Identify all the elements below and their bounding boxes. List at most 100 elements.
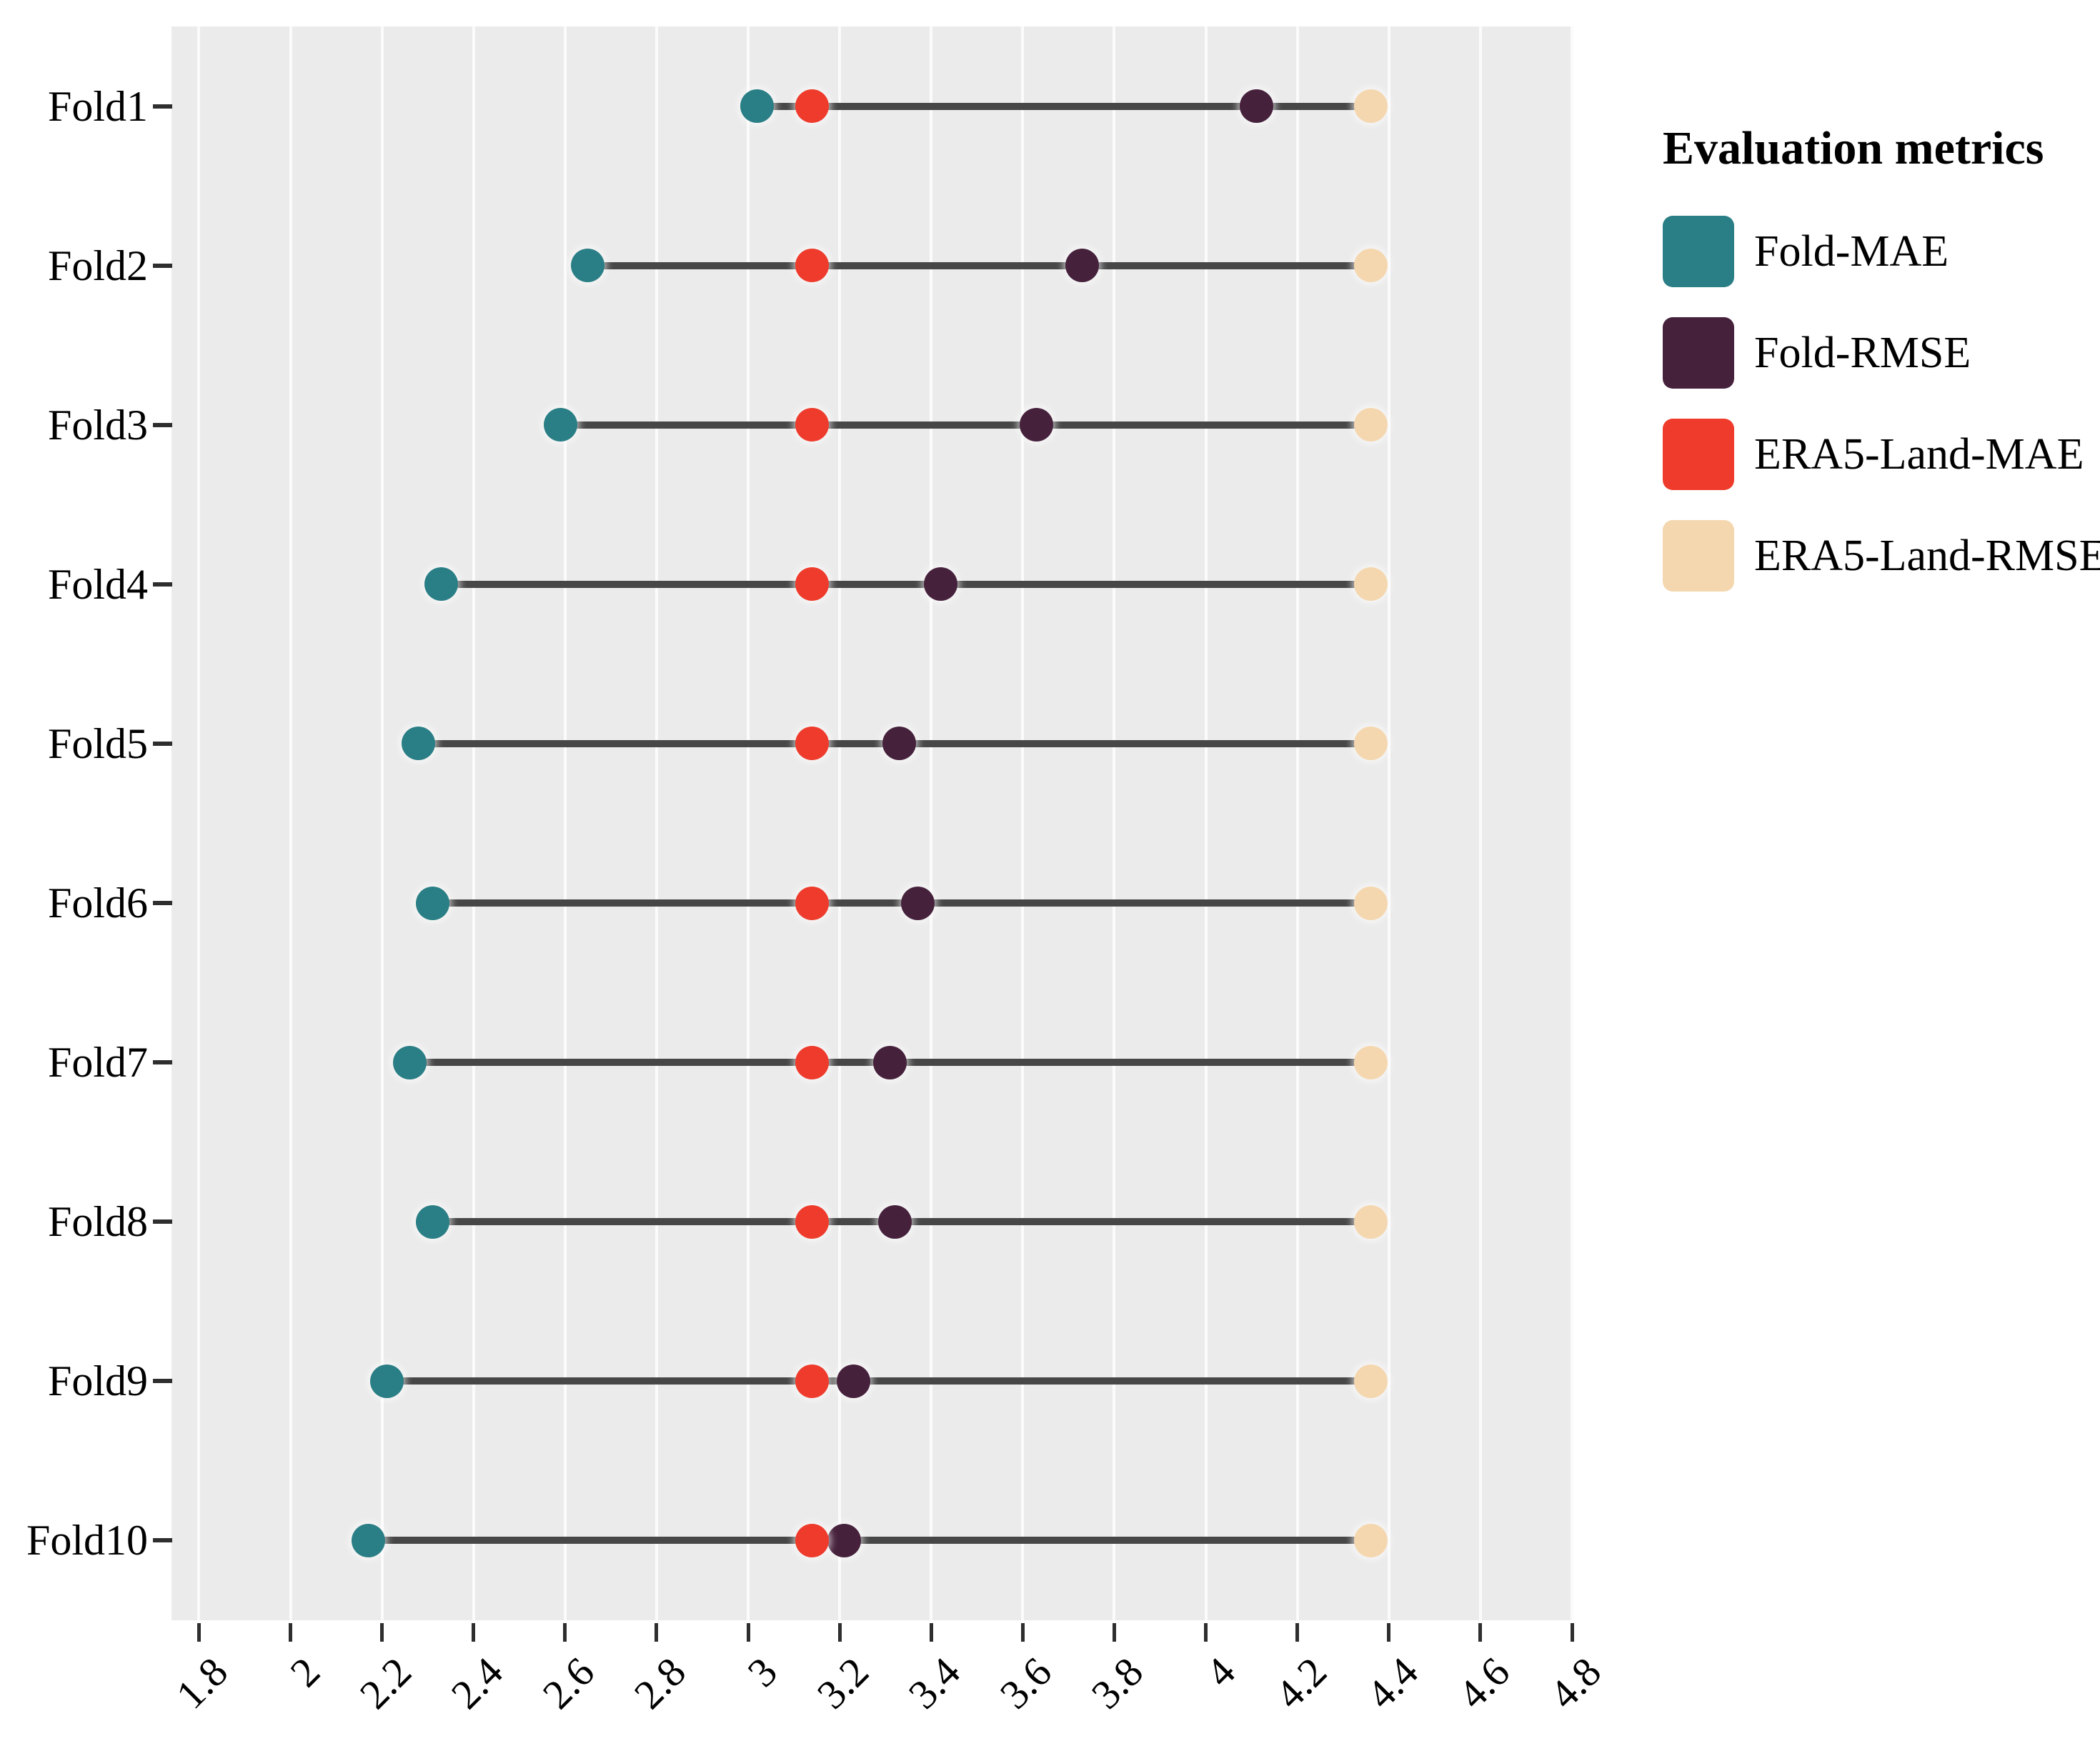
y-tick-mark xyxy=(153,901,172,906)
y-tick-mark xyxy=(153,422,172,427)
fold-segment xyxy=(587,261,1371,269)
legend-swatch-icon xyxy=(1663,317,1734,389)
dot-era5-land-mae xyxy=(795,1204,830,1239)
dot-era5-land-mae xyxy=(795,249,830,283)
dot-era5-land-mae xyxy=(795,89,830,124)
gridline-x-3.2 xyxy=(838,26,842,1620)
gridline-x-4 xyxy=(1204,26,1208,1620)
dot-fold-mae xyxy=(402,727,436,761)
x-tick-mark xyxy=(1204,1623,1208,1642)
gridline-x-4.6 xyxy=(1478,26,1482,1620)
legend-swatch-icon xyxy=(1663,216,1734,287)
x-tick-mark xyxy=(746,1623,750,1642)
y-tick-mark xyxy=(153,1379,172,1384)
x-tick-mark xyxy=(1387,1623,1391,1642)
y-axis-label: Fold5 xyxy=(47,719,148,767)
y-tick-mark xyxy=(153,582,172,587)
y-tick-mark xyxy=(153,263,172,268)
dot-fold-rmse xyxy=(900,886,935,920)
y-axis-label: Fold2 xyxy=(47,241,148,289)
gridline-x-3.4 xyxy=(930,26,933,1620)
dot-era5-land-rmse xyxy=(1353,1523,1388,1557)
x-axis-label: 1.8 xyxy=(167,1648,237,1718)
legend-items: Fold-MAE Fold-RMSE ERA5-Land-MAE ERA5-Land-… xyxy=(1663,216,2100,592)
gridline-x-2.2 xyxy=(380,26,384,1620)
x-tick-mark xyxy=(837,1623,842,1642)
y-axis-label: Fold10 xyxy=(26,1517,148,1565)
gridline-x-1.8 xyxy=(197,26,201,1620)
gridline-x-4.4 xyxy=(1387,26,1390,1620)
dot-era5-land-mae xyxy=(795,1045,830,1079)
dot-fold-mae xyxy=(369,1364,404,1398)
dot-era5-land-mae xyxy=(795,1364,830,1398)
y-tick-mark xyxy=(153,1219,172,1224)
plot-panel xyxy=(171,26,1573,1620)
y-tick-mark xyxy=(153,1538,172,1543)
x-tick-mark xyxy=(380,1623,384,1642)
dot-fold-mae xyxy=(415,1204,449,1239)
fold-segment xyxy=(757,102,1371,110)
dot-fold-rmse xyxy=(1065,249,1100,283)
dot-fold-rmse xyxy=(1239,89,1273,124)
gridline-x-4.8 xyxy=(1571,26,1573,1620)
dot-era5-land-rmse xyxy=(1353,89,1388,124)
y-axis-label: Fold4 xyxy=(47,560,148,608)
dot-era5-land-rmse xyxy=(1353,1045,1388,1079)
x-tick-mark xyxy=(1112,1623,1116,1642)
x-tick-mark xyxy=(472,1623,476,1642)
dot-fold-rmse xyxy=(882,727,916,761)
y-axis-label: Fold6 xyxy=(47,879,148,927)
y-axis-label: Fold3 xyxy=(47,401,148,449)
gridline-x-2.4 xyxy=(472,26,475,1620)
x-tick-mark xyxy=(196,1623,201,1642)
dot-fold-mae xyxy=(543,408,577,442)
x-tick-mark xyxy=(1295,1623,1300,1642)
legend-item-label: ERA5-Land-MAE xyxy=(1754,429,2084,479)
x-tick-mark xyxy=(289,1623,293,1642)
gridline-x-3 xyxy=(747,26,750,1620)
legend-item-fold-mae: Fold-MAE xyxy=(1663,216,2100,287)
gridline-x-2.8 xyxy=(655,26,658,1620)
x-tick-mark xyxy=(1478,1623,1483,1642)
fold-segment xyxy=(368,1537,1371,1545)
legend-title: Evaluation metrics xyxy=(1663,122,2044,174)
dot-fold-mae xyxy=(424,567,459,602)
y-axis-label: Fold9 xyxy=(47,1357,148,1405)
dot-fold-mae xyxy=(392,1045,427,1079)
y-tick-mark xyxy=(153,741,172,746)
y-axis-label: Fold7 xyxy=(47,1039,148,1087)
legend-swatch-icon xyxy=(1663,419,1734,490)
x-tick-mark xyxy=(563,1623,567,1642)
dot-fold-rmse xyxy=(836,1364,870,1398)
gridline-x-3.8 xyxy=(1113,26,1116,1620)
gridline-x-2.6 xyxy=(563,26,567,1620)
x-tick-mark xyxy=(1570,1623,1574,1642)
dot-era5-land-mae xyxy=(795,1523,830,1557)
x-tick-mark xyxy=(929,1623,933,1642)
x-tick-mark xyxy=(655,1623,659,1642)
dot-era5-land-rmse xyxy=(1353,727,1388,761)
dot-era5-land-mae xyxy=(795,727,830,761)
gridline-x-2 xyxy=(289,26,292,1620)
dot-era5-land-rmse xyxy=(1353,886,1388,920)
fold-segment xyxy=(441,580,1371,588)
dot-fold-mae xyxy=(571,249,605,283)
dot-fold-rmse xyxy=(923,567,957,602)
dot-era5-land-rmse xyxy=(1353,1204,1388,1239)
dot-era5-land-rmse xyxy=(1353,1364,1388,1398)
dot-era5-land-rmse xyxy=(1353,408,1388,442)
y-tick-mark xyxy=(153,104,172,109)
dot-era5-land-rmse xyxy=(1353,249,1388,283)
dot-fold-rmse xyxy=(873,1045,907,1079)
dot-era5-land-mae xyxy=(795,408,830,442)
fold-segment xyxy=(560,421,1371,429)
dot-fold-rmse xyxy=(827,1523,862,1557)
dot-fold-mae xyxy=(415,886,449,920)
gridline-x-3.6 xyxy=(1021,26,1025,1620)
dot-era5-land-mae xyxy=(795,886,830,920)
legend-item-label: ERA5-Land-RMSE xyxy=(1754,531,2100,580)
y-axis-label: Fold1 xyxy=(47,82,148,130)
legend-swatch-icon xyxy=(1663,520,1734,592)
dot-fold-rmse xyxy=(1020,408,1054,442)
